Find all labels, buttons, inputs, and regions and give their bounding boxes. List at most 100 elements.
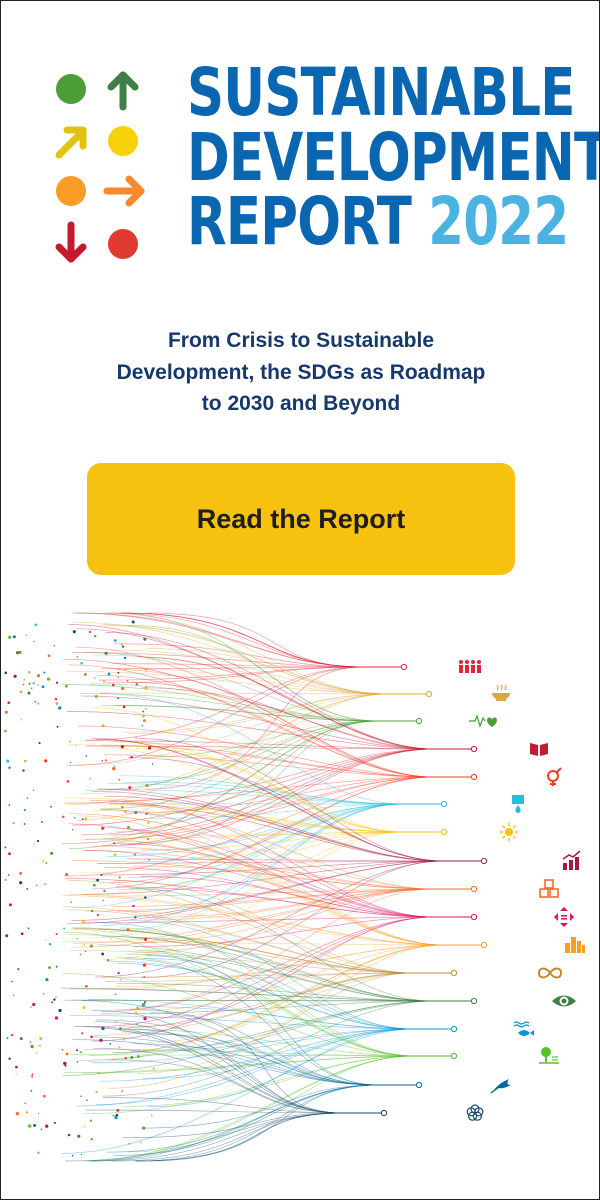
scatter-dot [143, 637, 147, 641]
infinity-icon [537, 967, 563, 979]
scatter-dot [22, 683, 25, 686]
flow-line [136, 950, 414, 1057]
flow-line [107, 960, 414, 1030]
scatter-dot [99, 1038, 103, 1042]
flow-line [147, 831, 404, 837]
scatter-dot [114, 639, 117, 642]
flow-line [144, 958, 414, 1030]
right-arrow-icon [103, 175, 145, 207]
flow-line [136, 656, 434, 750]
flow-line [109, 776, 434, 883]
flow-line [82, 693, 389, 795]
tree-icon [539, 1047, 559, 1064]
scatter-dot [79, 1051, 82, 1054]
scatter-dot [40, 1128, 43, 1130]
flow-line [94, 1021, 344, 1114]
scatter-dot [121, 1090, 124, 1093]
flow-line [77, 831, 404, 874]
goal-node [415, 717, 423, 725]
flow-line [106, 1084, 379, 1153]
scatter-dot [142, 719, 146, 723]
scatter-dot [15, 651, 20, 655]
scatter-dot [19, 881, 23, 885]
flow-line [102, 831, 404, 960]
flow-line [92, 1112, 344, 1162]
scatter-dot [76, 656, 79, 658]
scatter-dot [136, 1023, 138, 1026]
flow-line [103, 625, 389, 695]
flow-line [85, 720, 379, 791]
scatter-dot [126, 679, 129, 682]
goal-node [450, 969, 458, 977]
flow-line [127, 624, 379, 722]
goal-node [415, 1081, 423, 1089]
scatter-dot [25, 1111, 29, 1114]
scatter-dot [44, 759, 48, 763]
flow-line [140, 876, 434, 918]
flow-line [68, 624, 434, 750]
flow-line [82, 916, 434, 924]
flow-line [88, 999, 414, 1030]
scatter-dot [83, 943, 86, 946]
scatter-dot [85, 950, 87, 953]
scatter-dot [81, 920, 85, 923]
report-title: SUSTAINABLE DEVELOPMENT REPORT 2022 [187, 60, 599, 255]
scatter-dot [140, 1141, 142, 1144]
scatter-dot [50, 851, 54, 855]
flow-line [111, 1112, 344, 1162]
scatter-dot [117, 671, 120, 674]
scatter-dot [4, 878, 7, 881]
scatter-dot [136, 1055, 140, 1059]
flow-line [91, 810, 404, 833]
scatter-dot [42, 860, 44, 863]
scatter-dot [11, 980, 13, 983]
goal-node [470, 745, 478, 753]
flow-line [102, 1000, 434, 1097]
flow-line [115, 668, 389, 695]
flow-line [88, 1084, 379, 1162]
flow-line [132, 1043, 379, 1086]
flow-line [110, 803, 404, 932]
scatter-dot [53, 645, 55, 647]
flow-line [126, 858, 444, 862]
scatter-dot [118, 876, 121, 879]
scatter-dot [122, 705, 126, 709]
flow-line [60, 941, 444, 946]
flow-line [112, 842, 434, 918]
scatter-dot [36, 1052, 38, 1054]
scatter-dot [4, 846, 7, 849]
scatter-dot [36, 839, 40, 843]
flow-line [111, 888, 434, 907]
flow-line [87, 944, 444, 1063]
scatter-dot [22, 769, 25, 772]
subtitle-line-1: From Crisis to Sustainable [167, 329, 435, 352]
flow-line [101, 916, 434, 1012]
scatter-dot [27, 670, 31, 674]
scatter-dot [84, 1125, 86, 1127]
scatter-dot [63, 927, 65, 930]
scatter-dot [74, 817, 76, 819]
scatter-dot [30, 1006, 32, 1008]
flow-line [120, 741, 404, 833]
goal-node [480, 941, 488, 949]
scatter-dot [143, 1001, 147, 1004]
scatter-dot [113, 853, 117, 857]
flow-line [63, 776, 434, 804]
flow-line [79, 1000, 434, 1061]
scatter-dot [123, 1039, 125, 1041]
read-report-button[interactable]: Read the Report [87, 463, 515, 575]
scatter-dot [42, 993, 45, 995]
scatter-dot [128, 786, 132, 790]
flow-line [96, 738, 444, 862]
flow-line [95, 1019, 379, 1086]
scatter-dot [92, 883, 96, 887]
scatter-dot [103, 889, 106, 893]
flow-line [69, 1014, 414, 1030]
flow-line [112, 1028, 414, 1053]
scatter-dot [37, 1151, 40, 1154]
flow-line [148, 803, 404, 819]
flow-line [121, 612, 364, 668]
scatter-dot [15, 1073, 17, 1075]
scatter-dot [8, 903, 12, 907]
scatter-dot [103, 680, 105, 683]
